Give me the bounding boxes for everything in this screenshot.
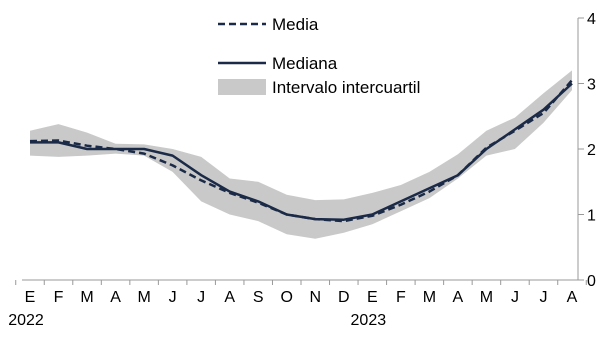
x-tick-label: F bbox=[396, 289, 406, 306]
year-label: 2023 bbox=[351, 312, 387, 329]
y-tick-label: 2 bbox=[587, 142, 596, 159]
x-tick-label: A bbox=[567, 289, 578, 306]
x-tick-label: A bbox=[110, 289, 121, 306]
series-intervalo-intercuartil-band bbox=[30, 70, 572, 239]
series-mediana-line bbox=[30, 82, 573, 221]
legend-label: Mediana bbox=[272, 54, 338, 73]
legend-swatch-band bbox=[218, 79, 266, 95]
x-tick-label: J bbox=[169, 289, 177, 306]
x-tick-label: M bbox=[137, 289, 150, 306]
legend-item: Intervalo intercuartil bbox=[218, 78, 420, 97]
y-tick-label: 1 bbox=[587, 208, 596, 225]
x-tick-label: M bbox=[480, 289, 493, 306]
x-tick-label: E bbox=[367, 289, 378, 306]
axes-layer bbox=[15, 17, 587, 285]
x-tick-label: A bbox=[224, 289, 235, 306]
y-tick-label: 0 bbox=[587, 273, 596, 290]
x-tick-label: O bbox=[281, 289, 293, 306]
x-tick-label: F bbox=[54, 289, 64, 306]
y-tick-label: 4 bbox=[587, 11, 596, 28]
x-tick-label: E bbox=[25, 289, 36, 306]
lines-layer bbox=[29, 79, 573, 223]
x-tick-label: M bbox=[80, 289, 93, 306]
x-tick-label: J bbox=[539, 289, 547, 306]
legend-label: Media bbox=[272, 15, 319, 34]
band-layer bbox=[30, 70, 572, 239]
x-tick-label: D bbox=[338, 289, 350, 306]
x-tick-label: N bbox=[309, 289, 321, 306]
legend-item: Media bbox=[218, 15, 319, 34]
x-tick-label: A bbox=[453, 289, 464, 306]
x-tick-label: J bbox=[197, 289, 205, 306]
x-tick-label: M bbox=[423, 289, 436, 306]
y-tick-label: 3 bbox=[587, 77, 596, 94]
x-tick-label: J bbox=[511, 289, 519, 306]
x-tick-label: S bbox=[253, 289, 264, 306]
year-label: 2022 bbox=[8, 312, 44, 329]
legend-item: Mediana bbox=[218, 54, 338, 73]
legend-label: Intervalo intercuartil bbox=[272, 78, 420, 97]
legend: Media Mediana Intervalo intercuartil bbox=[218, 15, 420, 97]
